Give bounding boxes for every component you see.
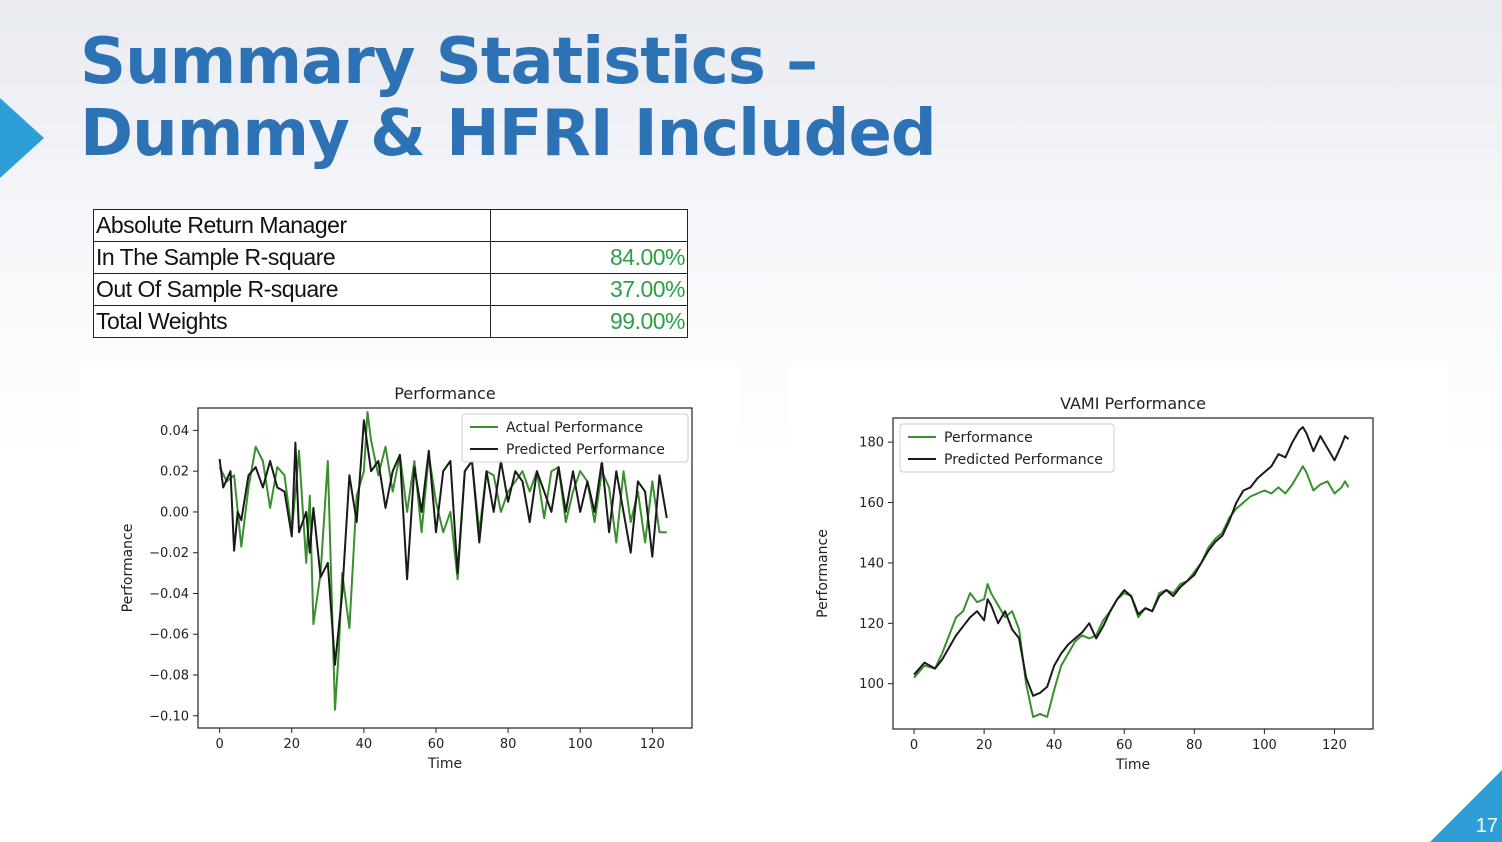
x-axis-label: Time: [1115, 757, 1150, 773]
legend-box: [899, 423, 1115, 473]
x-tick-label: 120: [1322, 738, 1347, 753]
chart-title: Performance: [394, 384, 495, 403]
x-tick-label: 80: [500, 737, 517, 752]
y-axis-label: Performance: [120, 524, 136, 613]
x-axis-label: Time: [427, 756, 462, 772]
summary-statistics-table: Absolute Return Manager In The Sample R-…: [93, 209, 688, 338]
row-label: Absolute Return Manager: [93, 209, 491, 242]
legend-label-2: Predicted Performance: [944, 452, 1103, 468]
table-row: Total Weights 99.00%: [93, 305, 688, 338]
performance-chart: 0 20 40 60 80 100 120 0.04 0.02 0.00 −0.02 −0.04 −0.…: [120, 384, 693, 772]
row-value: [490, 209, 688, 242]
slide-title: Summary Statistics – Dummy & HFRI Includ…: [80, 25, 937, 171]
corner-accent: [1430, 770, 1502, 842]
y-tick-label: 0.00: [160, 505, 189, 520]
legend-label-1: Actual Performance: [506, 420, 643, 436]
y-tick-label: 120: [859, 617, 884, 632]
row-label: Out Of Sample R-square: [93, 273, 491, 306]
vami-chart-background: [788, 366, 1448, 786]
table-row: Absolute Return Manager: [93, 209, 688, 242]
table-row: Out Of Sample R-square 37.00%: [93, 273, 688, 306]
y-tick-label: −0.04: [149, 587, 189, 602]
x-tick-label: 40: [1046, 738, 1063, 753]
x-tick-label: 20: [976, 738, 993, 753]
y-tick-label: 140: [859, 556, 884, 571]
y-axis-label: Performance: [815, 529, 831, 618]
row-label: Total Weights: [93, 305, 491, 338]
x-tick-label: 100: [568, 737, 593, 752]
y-tick-label: −0.02: [149, 546, 189, 561]
x-tick-label: 80: [1186, 738, 1203, 753]
legend-label-2: Predicted Performance: [506, 442, 665, 458]
title-arrow-marker: [0, 98, 44, 178]
series-line-2: [218, 419, 668, 666]
table-row: In The Sample R-square 84.00%: [93, 241, 688, 274]
series-line-1: [913, 465, 1350, 718]
x-tick-label: 40: [356, 737, 373, 752]
y-tick-label: 100: [859, 677, 884, 692]
plot-frame: [197, 407, 693, 729]
y-tick-label: −0.08: [149, 669, 189, 684]
y-tick-label: −0.10: [149, 709, 189, 724]
row-value: 99.00%: [490, 305, 688, 338]
chart-title: VAMI Performance: [1060, 394, 1206, 413]
plot-frame: [892, 417, 1374, 730]
x-tick-label: 60: [1116, 738, 1133, 753]
title-line-2: Dummy & HFRI Included: [80, 97, 937, 171]
legend-box: [461, 413, 689, 463]
x-tick-label: 120: [640, 737, 665, 752]
y-tick-label: 180: [859, 436, 884, 451]
series-line-2: [913, 426, 1350, 697]
vami-performance-chart: 0 20 40 60 80 100 120 100 120 140 160 180 VAMI Perfo…: [815, 394, 1374, 773]
title-line-1: Summary Statistics –: [80, 25, 818, 99]
x-tick-label: 100: [1252, 738, 1277, 753]
page-number: 17: [1475, 815, 1498, 837]
x-tick-label: 60: [428, 737, 445, 752]
legend-label-1: Performance: [944, 430, 1033, 446]
row-value: 37.00%: [490, 273, 688, 306]
row-label: In The Sample R-square: [93, 241, 491, 274]
y-tick-label: 0.04: [160, 424, 189, 439]
y-tick-label: 160: [859, 496, 884, 511]
x-tick-label: 0: [215, 737, 223, 752]
row-value: 84.00%: [490, 241, 688, 274]
x-tick-label: 20: [283, 737, 300, 752]
y-tick-label: 0.02: [160, 465, 189, 480]
x-tick-label: 0: [910, 738, 918, 753]
y-tick-label: −0.06: [149, 628, 189, 643]
